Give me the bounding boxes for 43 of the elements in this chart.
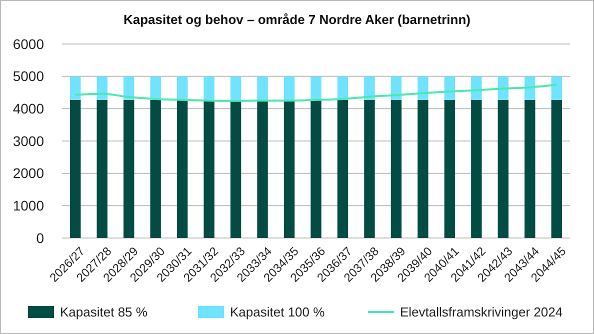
chart-title: Kapasitet og behov – område 7 Nordre Aker (barnetrinn) [124,12,470,27]
bar [150,100,161,238]
bar [96,100,108,238]
line-series [74,84,558,102]
legend-label: Kapasitet 100 % [230,304,326,320]
bar [364,76,375,100]
legend-label: Elevtallsframskrivinger 2024 [400,304,563,320]
bar [230,101,242,238]
y-tick-label: 2000 [12,165,44,182]
bar [418,100,428,238]
bar [310,76,322,100]
bar [471,100,482,238]
bar [498,100,509,238]
bar [524,100,536,238]
bar [176,100,188,238]
bar [204,76,214,102]
bar [337,100,348,238]
bar [150,76,161,100]
bar [204,101,214,238]
bar [70,100,81,238]
y-tick-label: 0 [36,230,44,246]
bar [257,76,268,102]
bar [444,100,456,238]
bar [70,76,81,100]
bar [551,76,562,100]
y-tick-label: 5000 [12,68,44,84]
bar [284,76,295,102]
y-tick-label: 1000 [12,198,44,214]
y-tick-label: 3000 [12,132,44,149]
y-tick-label: 6000 [12,36,44,52]
bar [176,76,188,100]
bar [471,76,482,100]
bar [310,100,322,238]
bar [364,100,375,238]
bar [551,100,562,238]
bar [123,100,134,238]
bar [390,100,402,238]
y-tick-label: 4000 [12,100,44,117]
bar [257,101,268,238]
legend-label: Kapasitet 85 % [60,304,148,320]
bar [418,76,428,100]
bar [230,76,242,102]
bar [284,101,295,238]
